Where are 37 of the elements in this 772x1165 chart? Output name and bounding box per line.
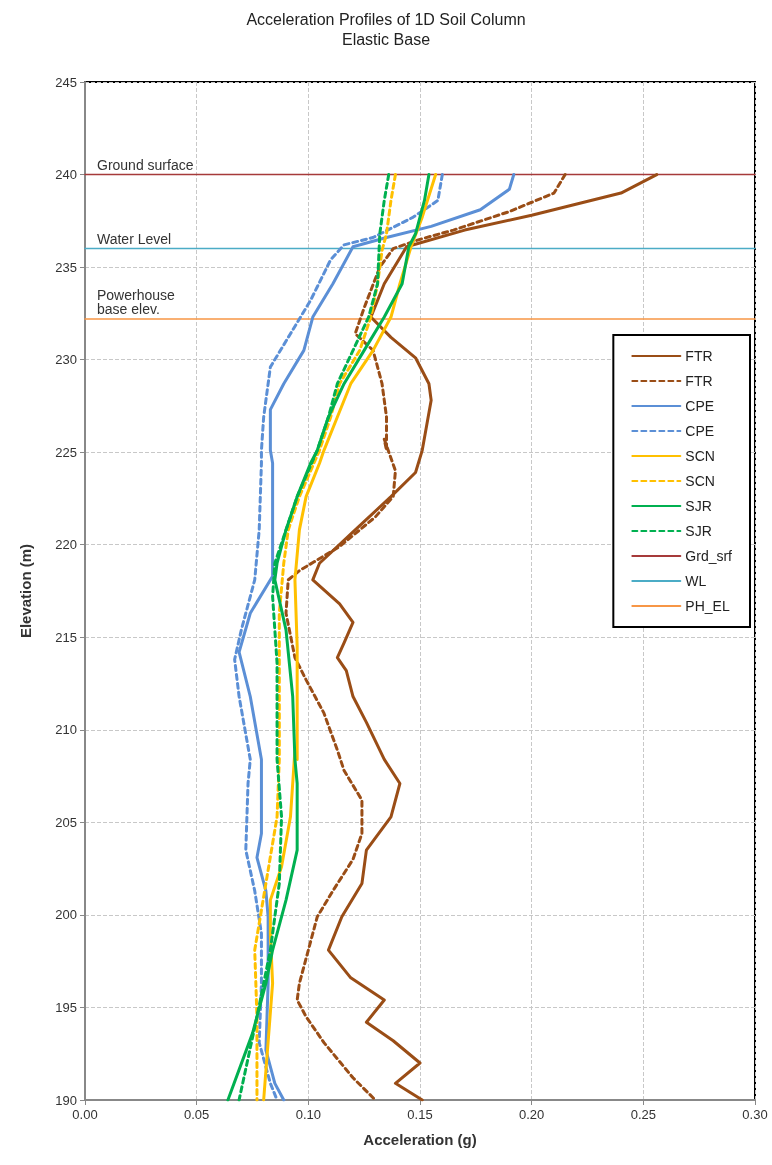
y-tick-label: 205 (55, 814, 77, 830)
legend-label: CPE (685, 398, 715, 414)
y-tick-label: 210 (55, 722, 77, 738)
x-tick-label: 0.25 (630, 1107, 656, 1122)
legend-label: PH_EL (685, 598, 730, 614)
y-axis-title: Elevation (m) (17, 543, 34, 639)
x-tick-label: 0.20 (519, 1107, 545, 1122)
annotation: Water Level (97, 230, 172, 247)
annotation: Powerhouse base elev. (97, 286, 179, 317)
x-axis-title: Acceleration (g) (363, 1131, 477, 1148)
x-tick-label: 0.15 (407, 1107, 433, 1122)
chart-title: Acceleration Profiles of 1D Soil Column (246, 10, 526, 28)
y-tick-label: 245 (55, 74, 77, 90)
x-tick-label: 0.00 (72, 1107, 98, 1122)
y-tick-label: 215 (55, 629, 77, 645)
legend-label: CPE (685, 423, 715, 439)
legend-label: SCN (685, 473, 715, 489)
legend-label: FTR (685, 348, 713, 364)
y-tick-label: 220 (55, 537, 77, 553)
y-tick-label: 190 (55, 1092, 77, 1108)
chart-subtitle: Elastic Base (341, 30, 431, 48)
annotation: Ground surface (97, 156, 194, 173)
y-tick-label: 240 (55, 167, 77, 183)
y-tick-label: 200 (55, 907, 77, 923)
legend-label: SJR (685, 523, 712, 539)
x-tick-label: 0.30 (742, 1107, 768, 1122)
legend-label: SCN (685, 448, 715, 464)
x-tick-label: 0.05 (184, 1107, 210, 1122)
legend-label: SJR (685, 498, 712, 514)
legend-label: FTR (685, 373, 713, 389)
y-tick-label: 235 (55, 259, 77, 275)
x-tick-label: 0.10 (295, 1107, 321, 1122)
y-tick-label: 195 (55, 999, 77, 1015)
y-tick-label: 230 (55, 352, 77, 368)
legend-label: Grd_srf (685, 548, 733, 564)
y-tick-label: 225 (55, 444, 77, 460)
legend-label: WL (685, 573, 707, 589)
